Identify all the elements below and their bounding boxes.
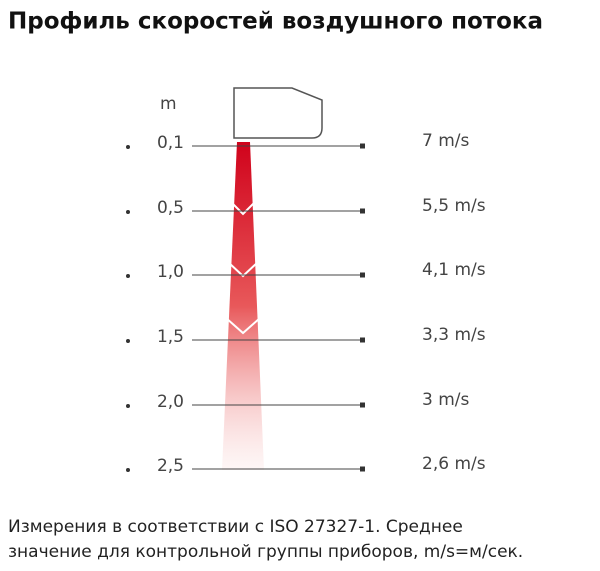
dot [126, 339, 130, 343]
dot [126, 274, 130, 278]
speed-label: 7 m/s [422, 131, 470, 151]
speed-label: 3 m/s [422, 390, 470, 410]
line-end [360, 402, 365, 408]
distance-label: 1,0 [157, 262, 184, 282]
distance-label: 2,5 [157, 456, 184, 476]
line-end [360, 337, 365, 343]
distance-label: 0,1 [157, 133, 184, 153]
distance-label: 1,5 [157, 327, 184, 347]
line-end [360, 466, 365, 472]
air-beam [222, 142, 264, 470]
dot [126, 404, 130, 408]
note-line: значение для контрольной группы приборов… [8, 542, 523, 562]
dot [126, 210, 130, 214]
device [233, 87, 323, 139]
title: Профиль скоростей воздушного потока [8, 9, 543, 35]
speed-label: 2,6 m/s [422, 454, 486, 474]
dot [126, 145, 130, 149]
speed-label: 5,5 m/s [422, 196, 486, 216]
dot [126, 468, 130, 472]
distance-label: 2,0 [157, 392, 184, 412]
line-end [360, 208, 365, 214]
line-end [360, 143, 365, 149]
speed-label: 3,3 m/s [422, 325, 486, 345]
unit-label: m [160, 94, 177, 114]
line-end [360, 272, 365, 278]
distance-label: 0,5 [157, 198, 184, 218]
note-line: Измерения в соответствии с ISO 27327-1. … [8, 517, 463, 537]
speed-label: 4,1 m/s [422, 260, 486, 280]
chevrons [225, 201, 261, 335]
